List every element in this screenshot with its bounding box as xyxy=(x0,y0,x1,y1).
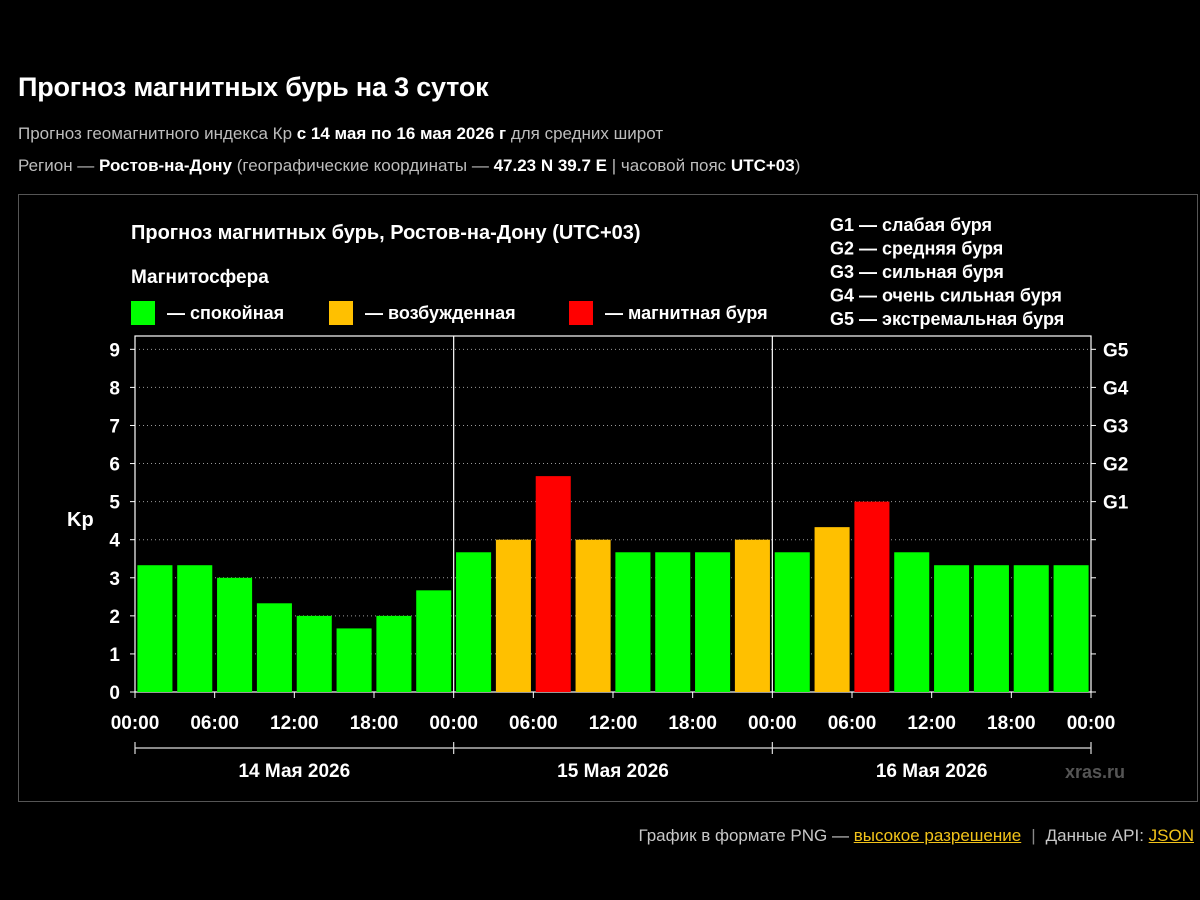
g-tick-label: G4 xyxy=(1103,378,1129,399)
kp-bar xyxy=(695,552,731,692)
kp-bar xyxy=(495,539,531,692)
x-tick-label: 18:00 xyxy=(350,713,399,734)
legend-title: Магнитосфера xyxy=(131,267,269,288)
kp-bar xyxy=(854,501,890,692)
forecast-description: Прогноз геомагнитного индекса Кр с 14 ма… xyxy=(18,124,663,144)
g-tick-label: G1 xyxy=(1103,493,1129,514)
region-mid: (географические координаты — xyxy=(231,156,494,175)
g-legend-item-0: G1 — слабая буря xyxy=(830,215,992,235)
kp-bar xyxy=(655,552,691,692)
footer-separator: | xyxy=(1031,826,1036,845)
kp-bar xyxy=(575,539,611,692)
y-tick-label: 6 xyxy=(109,455,120,476)
region-coords: 47.23 N 39.7 E xyxy=(493,156,607,175)
kp-bar xyxy=(774,552,810,692)
region-prefix: Регион — xyxy=(18,156,100,175)
day-label: 16 Мая 2026 xyxy=(876,761,988,782)
kp-bar xyxy=(894,552,930,692)
x-tick-label: 12:00 xyxy=(589,713,638,734)
x-tick-label: 06:00 xyxy=(509,713,558,734)
kp-bar xyxy=(973,565,1009,692)
desc-prefix: Прогноз геомагнитного индекса Кр xyxy=(18,124,297,143)
region-end: ) xyxy=(794,156,801,175)
kp-bar xyxy=(256,603,292,692)
kp-bar xyxy=(814,527,850,692)
kp-bar xyxy=(137,565,173,692)
high-resolution-link[interactable]: высокое разрешение xyxy=(853,826,1022,845)
kp-bar xyxy=(376,615,412,692)
png-text: График в формате PNG — xyxy=(638,826,854,845)
kp-bar xyxy=(734,539,770,692)
day-label: 14 Мая 2026 xyxy=(238,761,350,782)
x-tick-label: 12:00 xyxy=(907,713,956,734)
y-tick-label: 8 xyxy=(109,378,120,399)
x-tick-label: 00:00 xyxy=(111,713,160,734)
region-timezone: UTC+03 xyxy=(730,156,795,175)
watermark: xras.ru xyxy=(1065,762,1125,782)
kp-bar xyxy=(177,565,213,692)
legend-swatch-2 xyxy=(569,301,593,325)
json-api-link[interactable]: JSON xyxy=(1148,826,1194,845)
g-legend-item-3: G4 — очень сильная буря xyxy=(830,286,1062,306)
footer: График в формате PNG — высокое разрешени… xyxy=(638,826,1194,846)
day-label: 15 Мая 2026 xyxy=(557,761,669,782)
y-tick-label: 9 xyxy=(109,340,120,361)
forecast-period: с 14 мая по 16 мая 2026 г xyxy=(296,124,507,143)
kp-bar xyxy=(296,615,332,692)
legend-swatch-0 xyxy=(131,301,155,325)
x-tick-label: 00:00 xyxy=(748,713,797,734)
x-tick-label: 18:00 xyxy=(668,713,717,734)
x-tick-label: 00:00 xyxy=(429,713,478,734)
api-text: Данные API: xyxy=(1045,826,1149,845)
g-tick-label: G5 xyxy=(1103,340,1129,361)
kp-bar xyxy=(336,628,372,692)
x-tick-label: 00:00 xyxy=(1067,713,1116,734)
y-tick-label: 7 xyxy=(109,416,120,437)
chart-frame: Прогноз магнитных бурь, Ростов-на-Дону (… xyxy=(18,194,1198,802)
region-mid2: | часовой пояс xyxy=(606,156,731,175)
x-tick-label: 12:00 xyxy=(270,713,319,734)
y-tick-label: 5 xyxy=(109,493,120,514)
y-tick-label: 3 xyxy=(109,569,120,590)
kp-bar xyxy=(934,565,970,692)
kp-forecast-chart: Прогноз магнитных бурь, Ростов-на-Дону (… xyxy=(67,215,1129,782)
kp-bar xyxy=(217,577,253,692)
g-tick-label: G3 xyxy=(1103,416,1128,437)
legend-label-0: — спокойная xyxy=(167,303,284,323)
g-tick-label: G2 xyxy=(1103,455,1128,476)
legend-swatch-1 xyxy=(329,301,353,325)
kp-bar xyxy=(416,590,452,692)
kp-bar xyxy=(1053,565,1089,692)
y-tick-label: 2 xyxy=(109,607,120,628)
desc-suffix: для средних широт xyxy=(506,124,664,143)
y-tick-label: 0 xyxy=(109,683,120,704)
kp-bar xyxy=(1013,565,1049,692)
g-legend-item-4: G5 — экстремальная буря xyxy=(830,309,1064,329)
y-tick-label: 1 xyxy=(109,645,120,666)
g-legend-item-1: G2 — средняя буря xyxy=(830,239,1003,259)
kp-bar xyxy=(535,476,571,692)
page-title: Прогноз магнитных бурь на 3 суток xyxy=(18,72,489,102)
x-tick-label: 06:00 xyxy=(190,713,239,734)
g-legend-item-2: G3 — сильная буря xyxy=(830,262,1004,282)
chart-title: Прогноз магнитных бурь, Ростов-на-Дону (… xyxy=(131,222,641,244)
x-tick-label: 18:00 xyxy=(987,713,1036,734)
kp-bar xyxy=(615,552,651,692)
legend-label-2: — магнитная буря xyxy=(605,303,768,323)
y-tick-label: 4 xyxy=(109,531,120,552)
kp-bar xyxy=(456,552,492,692)
x-tick-label: 06:00 xyxy=(828,713,877,734)
y-axis-label: Kp xyxy=(67,509,94,531)
region-city: Ростов-на-Дону xyxy=(99,156,232,175)
legend-label-1: — возбужденная xyxy=(365,303,516,323)
region-info: Регион — Ростов-на-Дону (географические … xyxy=(18,156,800,176)
